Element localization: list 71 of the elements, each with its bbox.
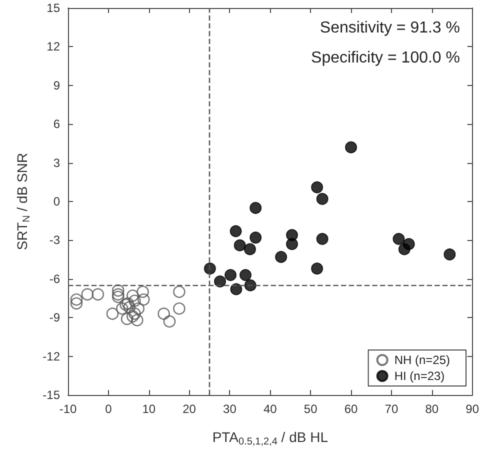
point [230,283,242,296]
point [244,279,256,292]
point [398,243,410,256]
point [311,181,324,194]
point [112,290,124,304]
x-tick-label: 30 [223,402,237,416]
point [128,294,141,307]
point [81,288,94,301]
point [286,238,298,250]
point [224,269,237,282]
y-tick-label: 15 [46,1,60,15]
point [132,302,145,315]
point [116,302,128,315]
y-tick-label: -3 [49,233,60,248]
x-tick-label: -10 [59,402,77,416]
point [392,232,405,245]
point [240,269,252,282]
point [163,315,176,328]
y-tick-label: 3 [53,156,60,170]
point [250,232,262,244]
point [158,308,170,320]
x-tick-label: 40 [263,402,278,416]
y-tick-label: 9 [53,78,60,92]
point [173,302,186,315]
point [244,243,256,256]
x-tick-label: 60 [344,402,358,416]
point [234,239,246,252]
x-tick-label: 90 [466,402,480,416]
y-tick-label: 12 [46,40,60,54]
x-tick-label: 70 [384,402,398,416]
point [126,310,139,322]
y-tick-label: -15 [42,388,60,402]
x-tick-label: 80 [425,402,439,416]
x-tick-label: 0 [105,402,112,416]
point [136,286,149,298]
y-tick-label: 0 [53,194,60,208]
point [128,308,141,320]
y-tick-label: -12 [42,349,60,364]
legend-label: NH (n=25) [394,353,450,367]
y-tick-label: -6 [49,272,60,286]
point [230,225,242,238]
point [112,284,124,297]
point [126,290,139,302]
point [214,275,226,288]
point [173,286,186,298]
point [131,314,144,326]
point [120,312,134,326]
annotation: Sensitivity = 91.3 % [320,20,460,36]
point [316,232,328,245]
point [70,297,83,310]
point [123,301,136,314]
point [137,293,150,306]
x-tick-label: 20 [182,402,196,416]
y-tick-label: -9 [49,310,60,325]
point [112,288,124,301]
point [106,308,119,320]
point [250,202,262,214]
point [70,293,83,306]
legend-label: HI (n=23) [394,369,445,383]
point [345,141,358,154]
point [92,288,104,301]
point [311,262,324,275]
y-tick-label: 6 [53,117,60,132]
annotation: Specificity = 100.0 % [311,50,460,66]
point [316,192,328,205]
x-tick-label: 10 [142,402,156,416]
y-axis-title: SRTN / dB SNR [14,152,32,250]
point [444,248,456,260]
point [275,250,288,263]
point [204,262,216,275]
x-tick-label: 50 [304,402,318,416]
